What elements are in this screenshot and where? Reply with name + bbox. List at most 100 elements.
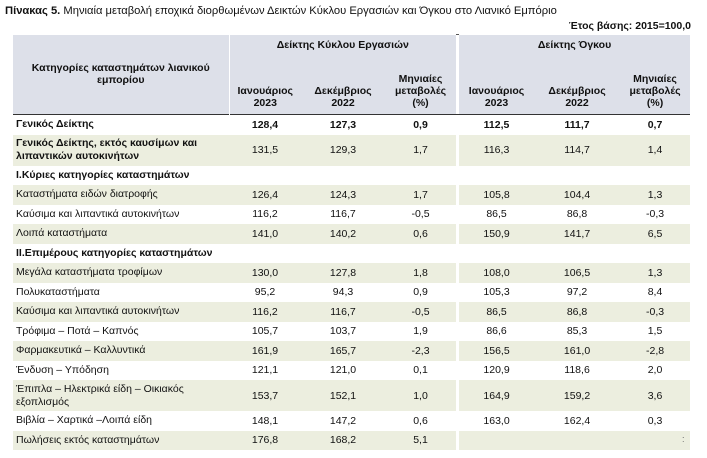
turnover-change-cell: -0,5	[411, 208, 430, 221]
volume-jan-2023-cell: 163,0	[483, 414, 510, 427]
volume-change-cell: 1,3	[620, 185, 691, 205]
volume-change-cell	[620, 430, 691, 450]
retail-index-table: Κατηγορίες καταστημάτων λιανικού εμπορίο…	[13, 34, 691, 450]
table-row: Καταστήματα ειδών διατροφής 126,4 124,3 1,7…	[13, 185, 691, 205]
volume-dec-2022-cell: 111,7	[534, 114, 621, 135]
turnover-year-2-header: 2022	[301, 97, 385, 115]
turnover-jan-2023-cell	[229, 244, 301, 264]
volume-jan-2023-cell: 86,5	[459, 302, 535, 322]
turnover-change-cell: 0,9	[385, 114, 457, 135]
turnover-dec-2022-cell: 129,3	[301, 134, 385, 166]
volume-unit-header: (%)	[620, 97, 691, 115]
turnover-dec-2022-cell: 94,3	[332, 286, 354, 299]
table-row: Ένδυση – Υπόδηση 121,1 121,0 0,1 120,9 118,6 2…	[13, 360, 690, 380]
turnover-change-cell: 0,6	[385, 224, 457, 244]
volume-jan-2023-cell	[459, 430, 535, 450]
volume-year-2-header: 2022	[534, 97, 621, 115]
row-label: Γενικός Δείκτης	[13, 114, 229, 135]
volume-change-cell: 6,5	[620, 224, 691, 244]
row-label: Καύσιμα και λιπαντικά αυτοκινήτων	[13, 302, 229, 322]
category-header: Κατηγορίες καταστημάτων λιανικού εμπορίο…	[13, 34, 229, 115]
volume-dec-2022-cell: 104,4	[534, 185, 621, 205]
turnover-jan-2023-cell: 116,2	[229, 302, 301, 322]
volume-jan-2023-cell: 164,9	[459, 380, 535, 411]
row-label: Λοιπά καταστήματα	[13, 224, 229, 244]
volume-change-cell	[620, 166, 690, 186]
volume-jan-2023-cell: 108,0	[459, 263, 535, 283]
turnover-month-1-header: Ιανουάριος	[228, 55, 301, 97]
table-row: Βιβλία – Χαρτικά –Λοιπά είδη 148,1 147,2 0,…	[13, 411, 690, 431]
turnover-jan-2023-cell: 128,4	[229, 114, 301, 135]
row-label: Καύσιμα και λιπαντικά αυτοκινήτων	[16, 207, 180, 220]
turnover-change-cell: 0,6	[413, 414, 428, 427]
row-label: II.Επιμέρους κατηγορίες καταστημάτων	[16, 246, 213, 259]
volume-change-cell: 2,0	[647, 364, 663, 377]
turnover-dec-2022-cell: 127,3	[301, 114, 385, 135]
volume-change-cell: -0,3	[645, 208, 665, 221]
volume-jan-2023-cell	[459, 244, 534, 264]
volume-jan-2023-cell: 105,3	[483, 286, 510, 299]
turnover-dec-2022-cell: 168,2	[301, 430, 385, 450]
volume-dec-2022-cell	[534, 166, 620, 186]
turnover-dec-2022-cell: 147,2	[329, 414, 357, 427]
header-month-row: Ιανουάριος Δεκέμβριος Μηνιαίες μεταβολές…	[13, 55, 691, 97]
table-row: Μεγάλα καταστήματα τροφίμων 130,0 127,8 1,8…	[13, 263, 691, 283]
turnover-jan-2023-cell: 116,2	[252, 208, 278, 221]
table-row: Τρόφιμα – Ποτά – Καπνός 105,7 103,7 1,9 86,6…	[13, 321, 690, 341]
table-row: Πολυκαταστήματα 95,2 94,3 0,9 105,3 97,2 8,4	[13, 282, 690, 302]
turnover-dec-2022-cell: 103,7	[329, 325, 357, 338]
turnover-jan-2023-cell: 130,0	[229, 263, 301, 283]
volume-group-header: Δείκτης Όγκου	[459, 34, 691, 55]
turnover-month-2-header: Δεκέμβριος	[301, 55, 385, 97]
turnover-dec-2022-cell	[301, 166, 385, 186]
base-year-note: Έτος βάσης: 2015=100,0	[568, 20, 691, 32]
table-row: Γενικός Δείκτης, εκτός καυσίμων και λιπα…	[13, 134, 691, 166]
row-label: Ένδυση – Υπόδηση	[16, 363, 109, 376]
turnover-jan-2023-cell: 105,7	[251, 325, 279, 338]
turnover-jan-2023-cell	[229, 166, 301, 186]
volume-change-cell	[620, 244, 690, 264]
table-row: Πωλήσεις εκτός καταστημάτων 176,8 168,2 5,1	[13, 430, 691, 450]
turnover-year-1-header: 2023	[228, 97, 301, 115]
volume-jan-2023-cell: 86,5	[486, 208, 507, 221]
table-title-text: Μηνιαία μεταβολή εποχικά διορθωμένων Δει…	[63, 5, 557, 17]
volume-month-1-header: Ιανουάριος	[459, 55, 535, 97]
volume-year-1-header: 2023	[459, 97, 535, 115]
volume-change-cell: 1,5	[647, 325, 663, 338]
turnover-dec-2022-cell: 152,1	[301, 380, 385, 411]
volume-dec-2022-cell: 114,7	[534, 134, 621, 166]
table-number: Πίνακας 5.	[5, 5, 61, 17]
row-label: Πολυκαταστήματα	[16, 285, 100, 298]
volume-dec-2022-cell: 97,2	[566, 286, 588, 299]
table-row: II.Επιμέρους κατηγορίες καταστημάτων	[13, 243, 690, 264]
row-label: Φαρμακευτικά – Καλλυντικά	[13, 341, 229, 361]
row-label: Καταστήματα ειδών διατροφής	[13, 185, 229, 205]
turnover-dec-2022-cell: 127,8	[301, 263, 385, 283]
volume-change-cell: 0,7	[620, 114, 691, 135]
turnover-change-cell: -2,3	[385, 341, 457, 361]
volume-jan-2023-cell	[459, 166, 534, 186]
header-year-row: 2023 2022 (%) 2023 2022 (%)	[13, 97, 691, 115]
row-label: Έπιπλα – Ηλεκτρικά είδη – Οικιακός εξοπλ…	[13, 380, 229, 411]
volume-dec-2022-cell: 118,6	[564, 364, 590, 377]
turnover-change-cell: 1,7	[385, 185, 457, 205]
turnover-change-cell	[385, 244, 456, 264]
table-row: I.Κύριες κατηγορίες καταστημάτων	[13, 165, 690, 186]
table-row: Λοιπά καταστήματα 141,0 140,2 0,6 150,9 141,7…	[13, 224, 691, 244]
header-group-row: Κατηγορίες καταστημάτων λιανικού εμπορίο…	[13, 34, 691, 115]
volume-change-cell: 1,3	[620, 263, 691, 283]
table-row: Φαρμακευτικά – Καλλυντικά 161,9 165,7 -2,3 1…	[13, 341, 691, 361]
turnover-group-header: Δείκτης Κύκλου Εργασιών	[228, 34, 457, 55]
volume-jan-2023-cell: 112,5	[459, 114, 535, 135]
turnover-change-cell: -0,5	[385, 302, 457, 322]
turnover-unit-header: (%)	[385, 97, 457, 115]
table-row: Καύσιμα και λιπαντικά αυτοκινήτων 116,2 11…	[13, 204, 690, 224]
row-label: Τρόφιμα – Ποτά – Καπνός	[16, 324, 139, 337]
table-title: Πίνακας 5. Μηνιαία μεταβολή εποχικά διορ…	[5, 5, 557, 17]
turnover-jan-2023-cell: 121,1	[251, 364, 279, 377]
volume-dec-2022-cell: 162,4	[563, 414, 591, 427]
turnover-jan-2023-cell: 131,5	[229, 134, 301, 166]
turnover-dec-2022-cell: 165,7	[301, 341, 385, 361]
turnover-change-cell: 1,0	[385, 380, 457, 411]
